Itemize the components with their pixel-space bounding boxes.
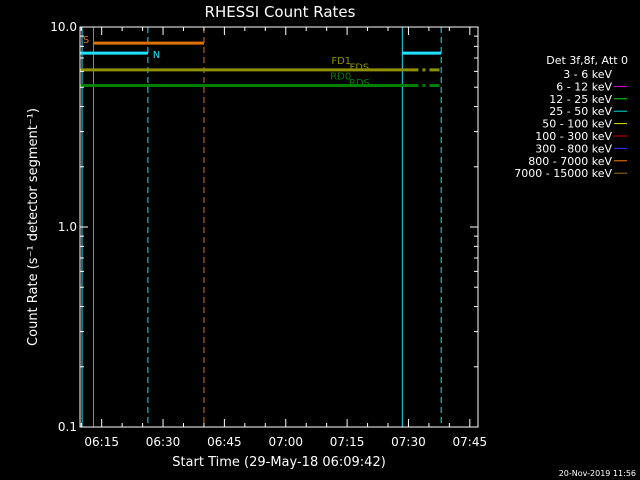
y-tick-label: 0.1: [58, 420, 77, 434]
legend-entry-label: 100 - 300 keV: [535, 130, 612, 143]
flag-sub-label: FDS: [349, 63, 369, 74]
legend-entry-label: 3 - 6 keV: [563, 68, 612, 81]
legend-entry-label: 12 - 25 keV: [549, 93, 612, 106]
x-tick-label: 06:30: [146, 435, 181, 449]
flag-bar-label: S: [83, 35, 89, 46]
legend-entry-label: 6 - 12 keV: [556, 80, 612, 93]
flag-sub-label: RDS: [349, 78, 370, 89]
flag-bar-label: FD1: [331, 56, 351, 67]
legend-entry-label: 300 - 800 keV: [535, 142, 612, 155]
x-axis-label: Start Time (29-May-18 06:09:42): [172, 455, 386, 470]
x-tick-label: 07:45: [453, 435, 488, 449]
chart-title: RHESSI Count Rates: [205, 3, 356, 21]
x-tick-label: 07:30: [391, 435, 426, 449]
legend-entry-label: 25 - 50 keV: [549, 105, 612, 118]
y-tick-label: 1.0: [58, 220, 77, 234]
x-tick-label: 06:15: [84, 435, 119, 449]
plot-frame: [79, 26, 479, 428]
legend-entry-label: 7000 - 15000 keV: [514, 167, 612, 180]
x-tick-label: 06:45: [207, 435, 242, 449]
y-axis-label: Count Rate (s⁻¹ detector segment⁻¹): [26, 108, 41, 346]
y-tick-label: 10.0: [50, 20, 77, 34]
flag-bar-label: N: [153, 50, 160, 61]
flag-bar-label: RD0: [330, 71, 351, 82]
x-tick-label: 07:15: [330, 435, 365, 449]
x-tick-label: 07:00: [268, 435, 303, 449]
footer-timestamp: 20-Nov-2019 11:56: [559, 469, 636, 478]
legend-entry-label: 800 - 7000 keV: [528, 155, 612, 168]
legend-title: Det 3f,8f, Att 0: [546, 54, 628, 67]
legend-entry-label: 50 - 100 keV: [542, 118, 612, 131]
